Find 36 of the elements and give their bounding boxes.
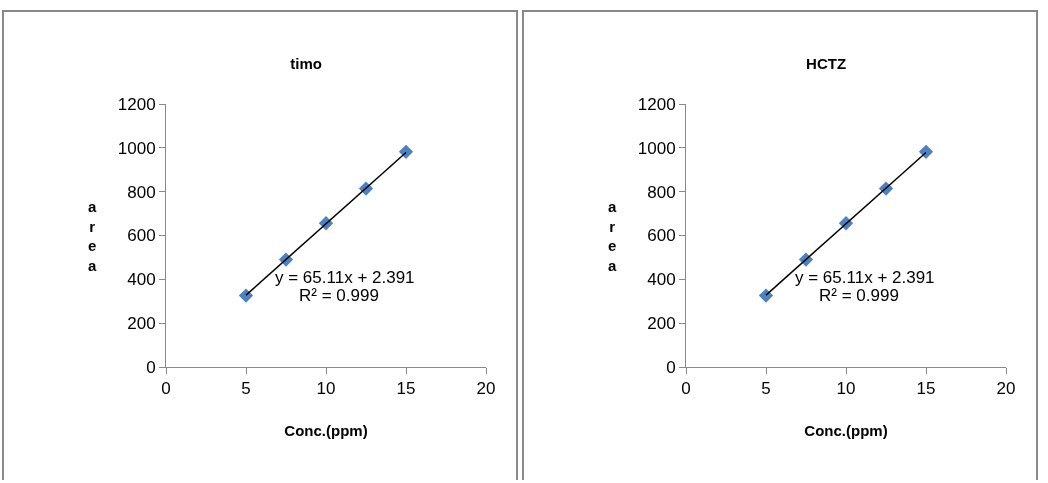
y-tick-label: 0 [666, 357, 676, 377]
y-tick-label: 1200 [117, 94, 156, 114]
y-tick-label: 1000 [117, 138, 156, 158]
x-axis-title: Conc.(ppm) [804, 422, 888, 440]
y-tick-label: 800 [647, 182, 676, 202]
chart-title: timo [290, 55, 322, 73]
x-tick-label: 5 [761, 379, 771, 399]
y-axis-title: area [608, 198, 617, 274]
x-tick-label: 10 [316, 379, 336, 399]
x-tick-label: 10 [836, 379, 856, 399]
x-tick-label: 15 [916, 379, 936, 399]
y-tick-label: 800 [127, 182, 156, 202]
x-tick-label: 20 [476, 379, 496, 399]
annotation: y = 65.11x + 2.391 [795, 268, 935, 287]
y-tick-label: 600 [647, 226, 676, 246]
x-tick-label: 20 [996, 379, 1016, 399]
x-axis-title: Conc.(ppm) [284, 422, 368, 440]
annotation: R² = 0.999 [299, 286, 379, 305]
y-tick-label: 1000 [637, 138, 676, 158]
point [918, 144, 934, 159]
y-tick-label: 200 [647, 314, 676, 334]
y-tick-label: 400 [647, 270, 676, 290]
y-tick-label: 600 [127, 226, 156, 246]
y-tick-label: 0 [146, 357, 156, 377]
y-axis-title: area [88, 198, 97, 274]
chart-title: HCTZ [806, 55, 847, 73]
annotation: y = 65.11x + 2.391 [275, 268, 415, 287]
x-tick-label: 5 [241, 379, 251, 399]
x-tick-label: 0 [681, 379, 691, 399]
y-tick-label: 400 [127, 270, 156, 290]
y-tick-label: 200 [127, 314, 156, 334]
y-tick-label: 1200 [637, 94, 676, 114]
point [398, 144, 414, 159]
x-tick-label: 0 [161, 379, 171, 399]
annotation: R² = 0.999 [819, 286, 899, 305]
x-tick-label: 15 [396, 379, 416, 399]
